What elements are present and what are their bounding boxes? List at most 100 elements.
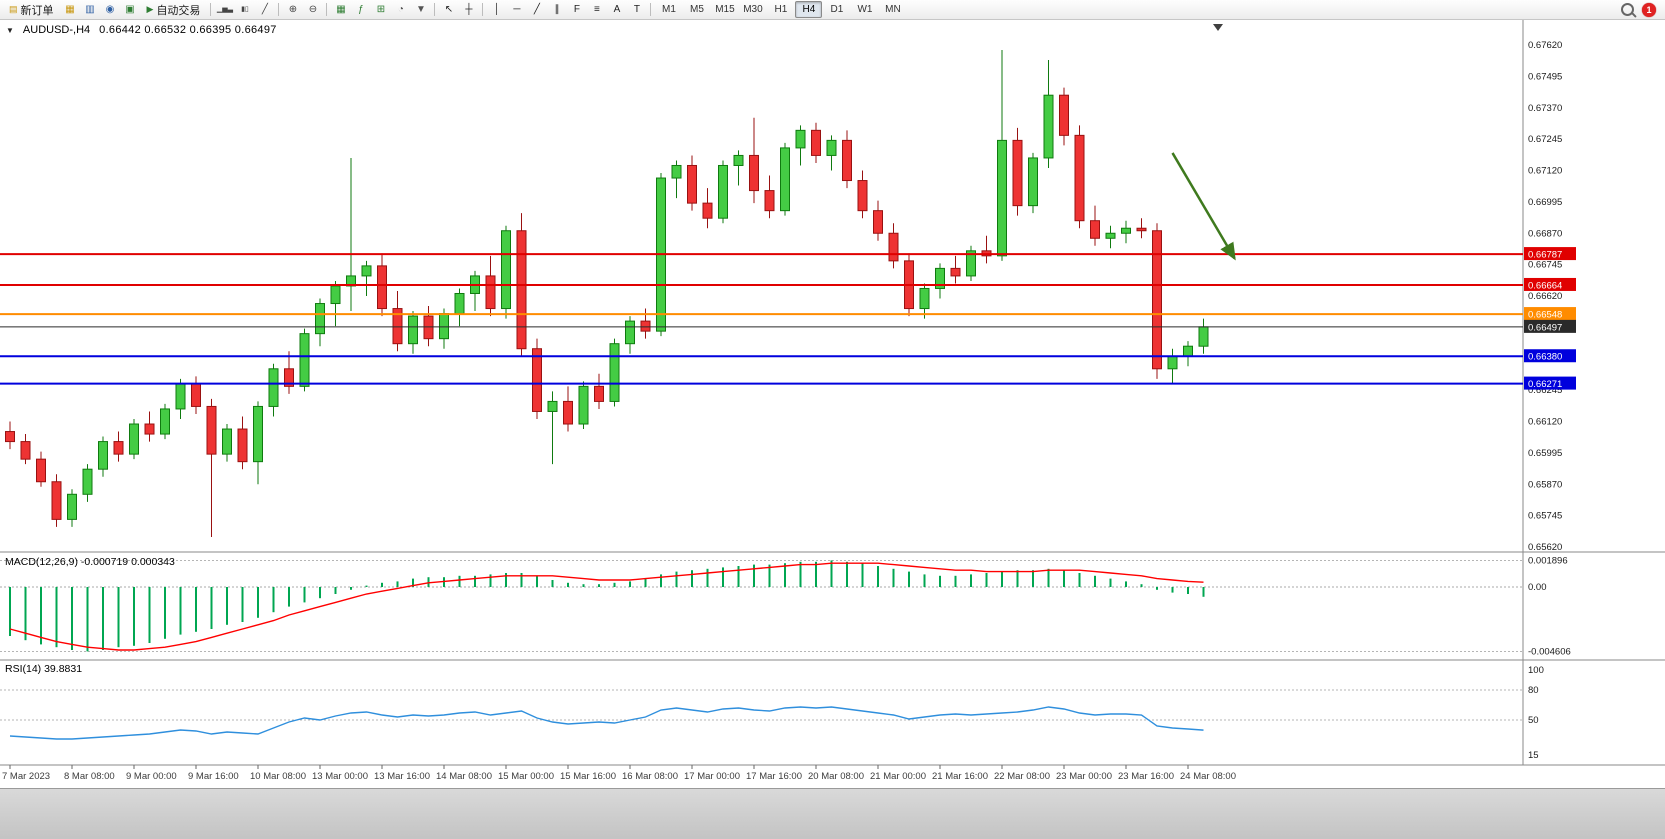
candle-body <box>1105 232 1116 239</box>
svg-text:0.67245: 0.67245 <box>1528 134 1562 145</box>
svg-text:0.67495: 0.67495 <box>1528 71 1562 82</box>
timeframe-h1[interactable]: H1 <box>774 4 788 15</box>
timeframe-m30[interactable]: M30 <box>743 4 763 15</box>
add-indicator-icon[interactable]: ⊞ <box>376 3 386 15</box>
candle-body <box>144 423 155 435</box>
timeframe-m1[interactable]: M1 <box>661 4 676 15</box>
timeframe-m5[interactable]: M5 <box>689 4 704 15</box>
candle-body <box>516 230 527 350</box>
candle-body <box>191 383 201 407</box>
svg-text:0.66745: 0.66745 <box>1528 260 1562 271</box>
timeframe-h4[interactable]: H4 <box>795 1 823 18</box>
profiles-icon[interactable]: ▥ <box>85 3 95 15</box>
candle-body <box>997 139 1007 257</box>
periods-icon[interactable]: ◔ <box>397 3 404 15</box>
candle-body <box>51 481 62 520</box>
candle-body <box>687 164 697 204</box>
text-icon[interactable]: A <box>613 3 621 15</box>
candle-body <box>20 441 31 460</box>
candlestick-icon[interactable]: ▮▯ <box>241 6 249 13</box>
price-label-box <box>1524 247 1576 261</box>
svg-text:17 Mar 16:00: 17 Mar 16:00 <box>746 771 802 782</box>
templates-icon[interactable]: ▼ <box>415 3 426 15</box>
candle-body <box>671 164 682 179</box>
svg-text:0.66787: 0.66787 <box>1528 250 1562 261</box>
candle-body <box>811 129 821 156</box>
crosshair-icon[interactable]: ┼ <box>465 3 473 15</box>
price-chart: 0.65620 0.65745 0.65870 0.65995 0.66120 0.662… <box>0 20 1665 782</box>
svg-text:23 Mar 16:00: 23 Mar 16:00 <box>1118 771 1174 782</box>
timeframe-w1[interactable]: W1 <box>857 4 873 15</box>
terminal-icon[interactable]: ▣ <box>125 3 135 15</box>
notification-badge[interactable]: 1 <box>1642 2 1656 17</box>
shapes-icon[interactable]: ≡ <box>594 3 600 15</box>
candle-body <box>966 250 976 277</box>
candle-body <box>129 423 139 455</box>
channel-icon[interactable]: ∥ <box>554 3 560 15</box>
svg-text:0.66245: 0.66245 <box>1528 385 1562 396</box>
toolbar-separator <box>434 3 436 16</box>
timeframe-m15[interactable]: M15 <box>715 4 735 15</box>
horizontal-line-icon[interactable]: ─ <box>513 3 521 15</box>
candle-body <box>733 154 744 166</box>
candle-body <box>361 265 372 277</box>
new-order-button-icon: ▤ <box>9 4 18 14</box>
macd-pane: 0.001896 0.00 -0.004606 <box>0 555 1571 657</box>
svg-text:21 Mar 16:00: 21 Mar 16:00 <box>932 771 988 782</box>
market-watch-icon[interactable]: ◉ <box>105 3 115 15</box>
svg-text:0.66380: 0.66380 <box>1528 352 1562 363</box>
svg-text:13 Mar 00:00: 13 Mar 00:00 <box>312 771 368 782</box>
candle-body <box>640 320 651 332</box>
candle-body <box>857 180 868 212</box>
candle-body <box>1090 220 1100 239</box>
svg-text:0.66548: 0.66548 <box>1528 310 1562 321</box>
candle-body <box>1059 94 1069 136</box>
timeframe-d1[interactable]: D1 <box>830 4 844 15</box>
charts-icon[interactable]: ▦ <box>65 3 75 15</box>
price-label-box <box>1524 376 1576 390</box>
svg-text:0.65870: 0.65870 <box>1528 479 1562 490</box>
arrows-icon[interactable]: T <box>633 3 640 15</box>
trendline-icon[interactable]: ╱ <box>533 3 540 15</box>
candle-body <box>160 408 170 435</box>
svg-text:22 Mar 08:00: 22 Mar 08:00 <box>994 771 1050 782</box>
svg-text:9 Mar 16:00: 9 Mar 16:00 <box>188 771 239 782</box>
autotrading-button-icon: ▶ <box>146 4 154 14</box>
svg-text:21 Mar 00:00: 21 Mar 00:00 <box>870 771 926 782</box>
tile-windows-icon[interactable]: ▦ <box>336 3 346 15</box>
trend-arrow[interactable] <box>1171 152 1236 261</box>
candle-body <box>268 368 279 407</box>
svg-text:0.67120: 0.67120 <box>1528 166 1562 177</box>
toolbar-separator <box>482 3 484 16</box>
svg-text:0.66995: 0.66995 <box>1528 197 1562 208</box>
cursor-icon[interactable]: ↖ <box>444 3 454 15</box>
fibonacci-icon[interactable]: F <box>573 3 580 15</box>
candle-body <box>609 343 620 402</box>
candle-body <box>485 275 496 310</box>
svg-text:10 Mar 08:00: 10 Mar 08:00 <box>250 771 306 782</box>
bar-chart-icon[interactable]: ▁▅▃ <box>216 6 234 13</box>
candle-body <box>82 468 93 495</box>
svg-text:0.66497: 0.66497 <box>1528 322 1562 333</box>
timeframe-mn[interactable]: MN <box>885 4 901 15</box>
svg-text:15: 15 <box>1528 750 1539 761</box>
zoom-in-icon[interactable]: ⊕ <box>288 3 298 15</box>
candle-body <box>423 315 434 340</box>
candle-body <box>1152 230 1162 370</box>
line-chart-icon[interactable]: ╱ <box>261 3 268 15</box>
toolbar-groups: ▤ 新订单 ▦ ▥ ◉ ▣ ▶ 自动交易 ▁▅▃ ▮▯ ╱ ⊕ ⊖ ▦ ƒ ⊞ ◔ ▼ ↖ ┼ │ ─ ╱ ∥ F ≡ A T M1 M5… <box>3 0 906 19</box>
candle-body <box>795 129 806 149</box>
svg-text:0.66664: 0.66664 <box>1528 280 1562 291</box>
search-icon[interactable] <box>1621 3 1634 16</box>
autotrading-button[interactable]: ▶ 自动交易 <box>141 0 207 19</box>
candle-body <box>842 139 852 182</box>
indicators-icon[interactable]: ƒ <box>358 3 364 15</box>
chart-shift-marker[interactable] <box>1213 24 1223 31</box>
new-order-button[interactable]: ▤ 新订单 <box>3 0 60 19</box>
rsi-pane: 100 80 50 15 <box>0 665 1544 761</box>
zoom-out-icon[interactable]: ⊖ <box>308 3 318 15</box>
candle-body <box>950 267 961 277</box>
svg-text:14 Mar 08:00: 14 Mar 08:00 <box>436 771 492 782</box>
collapse-icon[interactable]: ▼ <box>6 25 14 35</box>
vertical-line-icon[interactable]: │ <box>493 3 501 15</box>
